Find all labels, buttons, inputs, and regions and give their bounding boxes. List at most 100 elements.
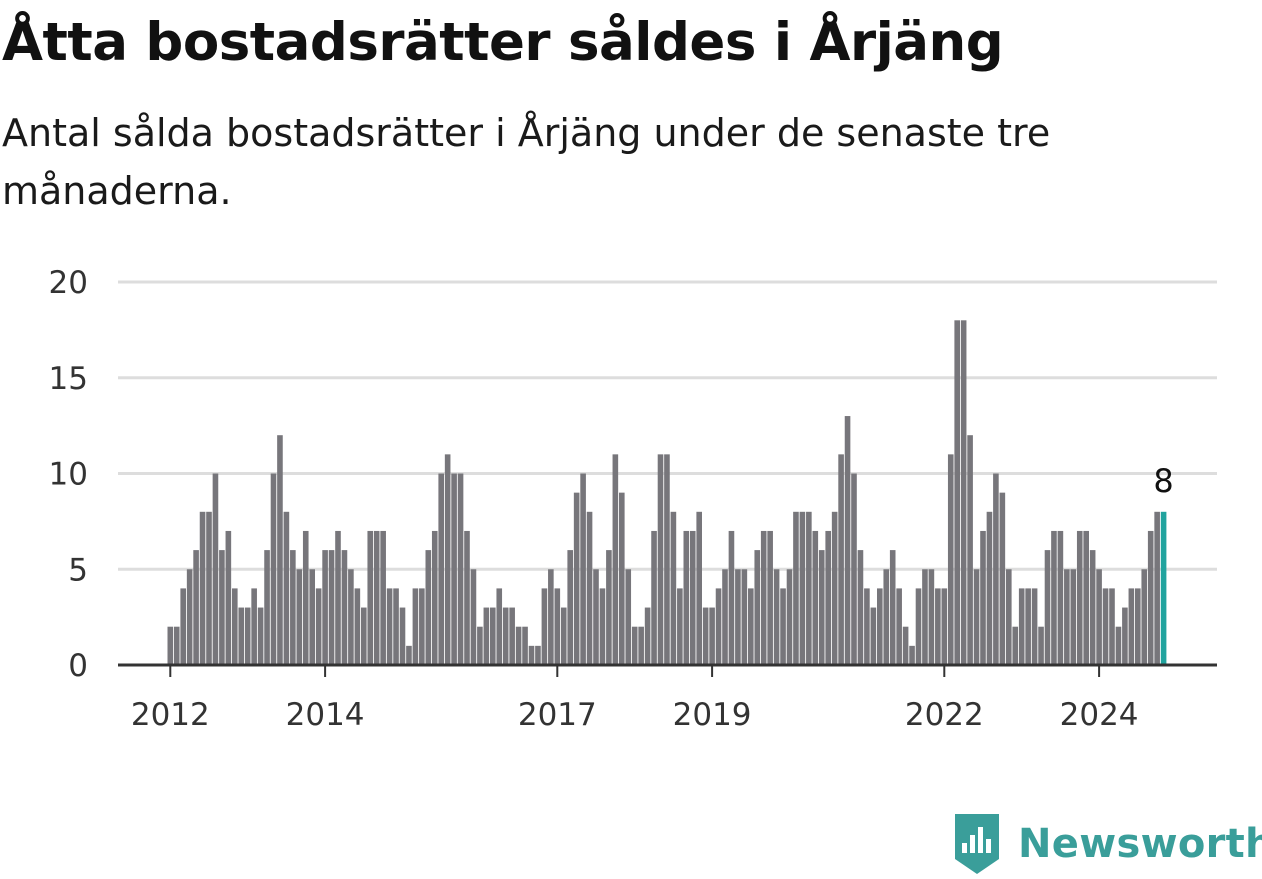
bar — [1089, 550, 1096, 665]
value-labels: 8 — [1153, 462, 1173, 500]
bar — [980, 530, 986, 665]
bar — [1102, 588, 1109, 665]
bar — [1122, 607, 1128, 665]
bar — [386, 588, 393, 665]
y-tick-label: 15 — [49, 361, 88, 397]
bar — [277, 435, 283, 665]
bar — [947, 454, 954, 665]
bar — [741, 569, 748, 665]
bar — [335, 530, 341, 665]
bars — [167, 320, 1167, 665]
bar — [490, 607, 496, 665]
bar — [431, 530, 438, 665]
bar — [844, 416, 851, 665]
bar — [715, 588, 722, 665]
bar — [889, 550, 896, 665]
bar — [702, 607, 709, 665]
bar — [1051, 530, 1057, 665]
bar — [567, 550, 573, 665]
bar — [225, 530, 232, 665]
bar — [270, 473, 277, 665]
bar — [206, 511, 212, 665]
bar — [302, 530, 309, 665]
bar — [1025, 588, 1031, 665]
bar — [941, 588, 948, 665]
bar — [735, 569, 741, 665]
bar — [748, 588, 754, 665]
bar — [870, 607, 877, 665]
bar — [1096, 569, 1102, 665]
bar — [399, 607, 406, 665]
bar — [851, 473, 857, 665]
bar — [522, 626, 528, 665]
bar — [244, 607, 251, 665]
bar — [586, 511, 593, 665]
bar — [657, 454, 664, 665]
bar — [541, 588, 548, 665]
bar — [483, 607, 490, 665]
bar — [1083, 530, 1089, 665]
bar — [677, 588, 683, 665]
bar — [264, 550, 270, 665]
page-subtitle: Antal sålda bostadsrätter i Årjäng under… — [2, 111, 1051, 213]
bar — [1115, 626, 1122, 665]
bar — [219, 550, 225, 665]
bar — [354, 588, 361, 665]
bar — [1135, 588, 1141, 665]
bar — [496, 588, 503, 665]
bar — [238, 607, 245, 665]
bar — [1154, 511, 1160, 665]
bar — [444, 454, 451, 665]
bar — [361, 607, 367, 665]
bar — [857, 550, 864, 665]
newsworthy-logo: Newsworthy — [952, 812, 1262, 876]
bar — [477, 626, 483, 665]
bar — [373, 530, 380, 665]
bar — [296, 569, 303, 665]
y-tick-label: 5 — [68, 552, 88, 588]
bar — [831, 511, 838, 665]
highlighted-bar — [1160, 511, 1167, 665]
bar — [167, 626, 174, 665]
bar — [573, 492, 580, 665]
bar — [283, 511, 290, 665]
bar — [986, 511, 993, 665]
y-tick-label: 10 — [49, 457, 88, 493]
bar — [606, 550, 612, 665]
bar — [464, 530, 470, 665]
bar — [1076, 530, 1083, 665]
bar-chart-badge-icon — [955, 814, 999, 874]
bar — [348, 569, 354, 665]
bar — [1057, 530, 1064, 665]
bar — [954, 320, 960, 665]
bar — [728, 530, 735, 665]
page-title: Åtta bostadsrätter såldes i Årjäng — [2, 12, 1004, 73]
bar — [593, 569, 599, 665]
bar — [315, 588, 322, 665]
bar — [309, 569, 315, 665]
bar — [199, 511, 206, 665]
bar — [1031, 588, 1038, 665]
bar — [554, 588, 561, 665]
bar — [535, 645, 541, 665]
bar — [689, 530, 696, 665]
bar — [193, 550, 199, 665]
bar — [793, 511, 799, 665]
bar — [438, 473, 444, 665]
bar — [838, 454, 844, 665]
bar — [780, 588, 786, 665]
bar — [909, 645, 915, 665]
bar — [425, 550, 432, 665]
bar — [902, 626, 909, 665]
bar — [251, 588, 257, 665]
bar — [451, 473, 457, 665]
bar — [935, 588, 941, 665]
bar — [722, 569, 728, 665]
bar — [1109, 588, 1115, 665]
bar — [502, 607, 509, 665]
bar — [883, 569, 890, 665]
bar — [767, 530, 773, 665]
bar — [696, 511, 702, 665]
bar — [406, 645, 412, 665]
bar — [341, 550, 348, 665]
